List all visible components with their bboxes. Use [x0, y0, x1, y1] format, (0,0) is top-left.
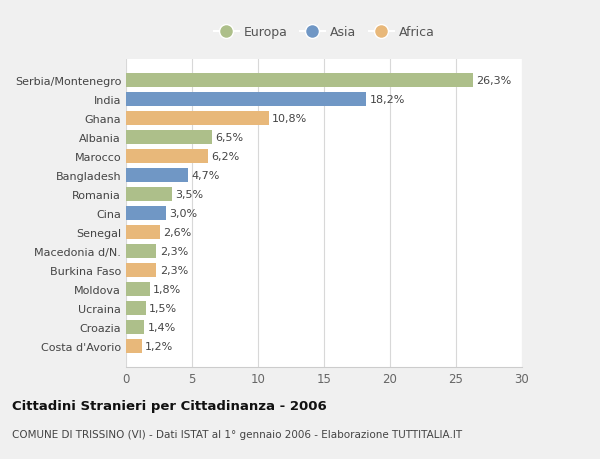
Bar	[126, 207, 166, 220]
Bar	[126, 93, 366, 107]
Text: 18,2%: 18,2%	[370, 95, 405, 105]
Bar	[126, 187, 172, 202]
Text: 26,3%: 26,3%	[476, 76, 512, 86]
Text: 2,3%: 2,3%	[160, 246, 188, 256]
Bar	[126, 301, 146, 315]
Text: 10,8%: 10,8%	[272, 114, 307, 123]
Text: 6,2%: 6,2%	[211, 151, 239, 162]
Text: 1,4%: 1,4%	[148, 322, 176, 332]
Text: 3,0%: 3,0%	[169, 208, 197, 218]
Bar	[126, 168, 188, 183]
Bar	[126, 73, 473, 88]
Bar	[126, 130, 212, 145]
Text: 1,2%: 1,2%	[145, 341, 173, 351]
Text: 6,5%: 6,5%	[215, 133, 243, 143]
Legend: Europa, Asia, Africa: Europa, Asia, Africa	[214, 26, 434, 39]
Text: 1,8%: 1,8%	[153, 284, 181, 294]
Bar	[126, 112, 269, 126]
Text: COMUNE DI TRISSINO (VI) - Dati ISTAT al 1° gennaio 2006 - Elaborazione TUTTITALI: COMUNE DI TRISSINO (VI) - Dati ISTAT al …	[12, 429, 462, 439]
Text: 2,3%: 2,3%	[160, 265, 188, 275]
Text: 2,6%: 2,6%	[164, 227, 192, 237]
Text: 1,5%: 1,5%	[149, 303, 177, 313]
Bar	[126, 244, 157, 258]
Text: Cittadini Stranieri per Cittadinanza - 2006: Cittadini Stranieri per Cittadinanza - 2…	[12, 399, 327, 412]
Bar	[126, 339, 142, 353]
Text: 3,5%: 3,5%	[176, 190, 203, 200]
Bar	[126, 320, 145, 334]
Bar	[126, 225, 160, 240]
Text: 4,7%: 4,7%	[191, 171, 220, 180]
Bar	[126, 263, 157, 277]
Bar	[126, 282, 150, 297]
Bar	[126, 150, 208, 164]
